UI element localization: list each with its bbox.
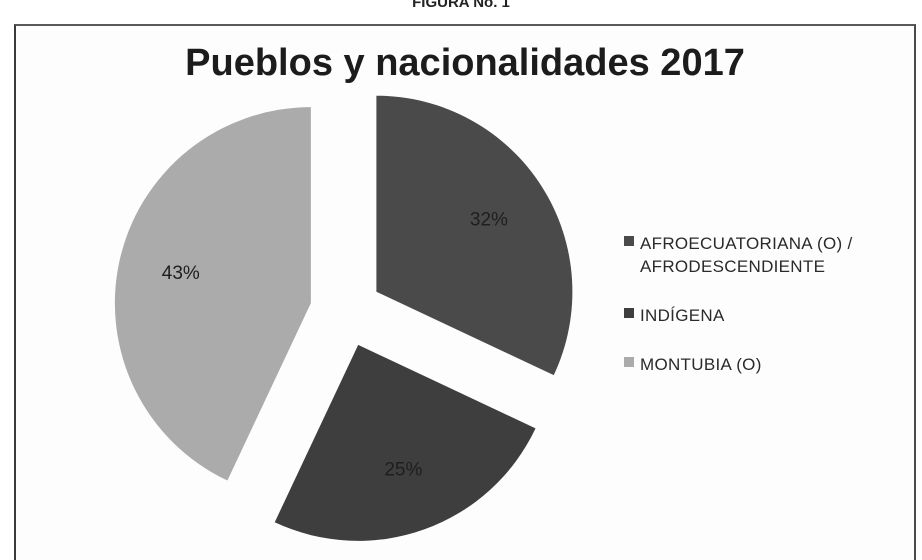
chart-title: Pueblos y nacionalidades 2017 [185,42,745,84]
legend-label-montubia: MONTUBIA (O) [640,355,762,374]
data-label-montubia: 43% [162,263,200,284]
pie-slice-montubia [114,107,311,481]
data-label-indigena: 25% [384,459,422,480]
legend-swatch-montubia [624,357,634,367]
legend-label-afroecuatoriana: AFROECUATORIANA (O) / AFRODESCENDIENTE [640,234,853,276]
chart-frame: Pueblos y nacionalidades 2017 32% 25% 43% … [14,24,916,560]
pie-chart: 32% 25% 43% [114,95,573,541]
legend-swatch-indigena [624,308,634,318]
pie-slice-afroecuatoriana [376,95,573,376]
figure-caption: FIGURA No. 1 [412,0,510,11]
legend-swatch-afroecuatoriana [624,236,634,246]
legend: AFROECUATORIANA (O) / AFRODESCENDIENTE I… [624,232,922,402]
legend-item-montubia: MONTUBIA (O) [624,353,922,376]
data-label-afroecuatoriana: 32% [470,209,508,230]
legend-item-indigena: INDÍGENA [624,304,922,327]
legend-label-indigena: INDÍGENA [640,306,725,325]
pie-slice-indigena [274,344,536,541]
legend-item-afroecuatoriana: AFROECUATORIANA (O) / AFRODESCENDIENTE [624,232,922,278]
